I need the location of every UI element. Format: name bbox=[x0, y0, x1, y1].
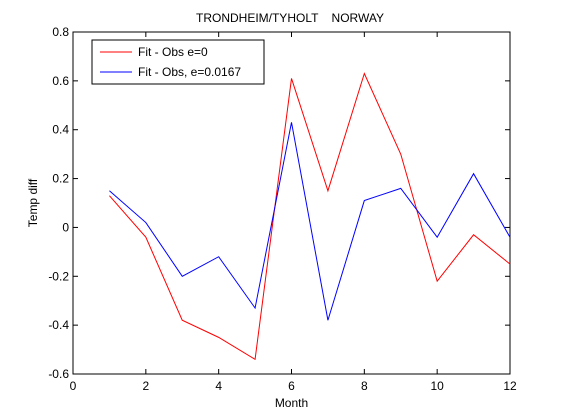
x-tick-label: 2 bbox=[142, 379, 149, 393]
y-tick-label: 0.2 bbox=[52, 172, 69, 186]
series-line-1 bbox=[109, 72, 511, 361]
y-tick-label: 0.8 bbox=[52, 25, 69, 39]
y-tick-label: -0.4 bbox=[48, 318, 69, 332]
x-tick-label: 12 bbox=[503, 379, 517, 393]
legend-label-2: Fit - Obs, e=0.0167 bbox=[138, 65, 241, 79]
x-axis-title: Month bbox=[275, 396, 308, 410]
legend: Fit - Obs e=0 Fit - Obs, e=0.0167 bbox=[91, 39, 265, 85]
y-tick-label: 0.6 bbox=[52, 74, 69, 88]
legend-label-1: Fit - Obs e=0 bbox=[138, 45, 208, 59]
y-tick-label: 0 bbox=[62, 220, 69, 234]
x-tick-label: 0 bbox=[70, 379, 77, 393]
axis-ticks: 0 2 4 6 8 10 12 -0.6 -0.4 -0.2 0 0.2 0.4 0.6 0.8 bbox=[48, 25, 517, 393]
series-line-2 bbox=[109, 122, 511, 321]
y-tick-label: 0.4 bbox=[52, 123, 69, 137]
chart-title: TRONDHEIM/TYHOLT NORWAY bbox=[196, 11, 384, 25]
series-lines bbox=[109, 72, 511, 361]
plot-area bbox=[72, 31, 511, 375]
y-axis-title: Temp diff bbox=[26, 178, 40, 227]
x-tick-label: 6 bbox=[288, 379, 295, 393]
y-tick-label: -0.2 bbox=[48, 269, 69, 283]
x-tick-label: 4 bbox=[215, 379, 222, 393]
x-tick-label: 10 bbox=[430, 379, 444, 393]
y-tick-label: -0.6 bbox=[48, 367, 69, 381]
legend-box bbox=[91, 39, 265, 85]
x-tick-label: 8 bbox=[361, 379, 368, 393]
